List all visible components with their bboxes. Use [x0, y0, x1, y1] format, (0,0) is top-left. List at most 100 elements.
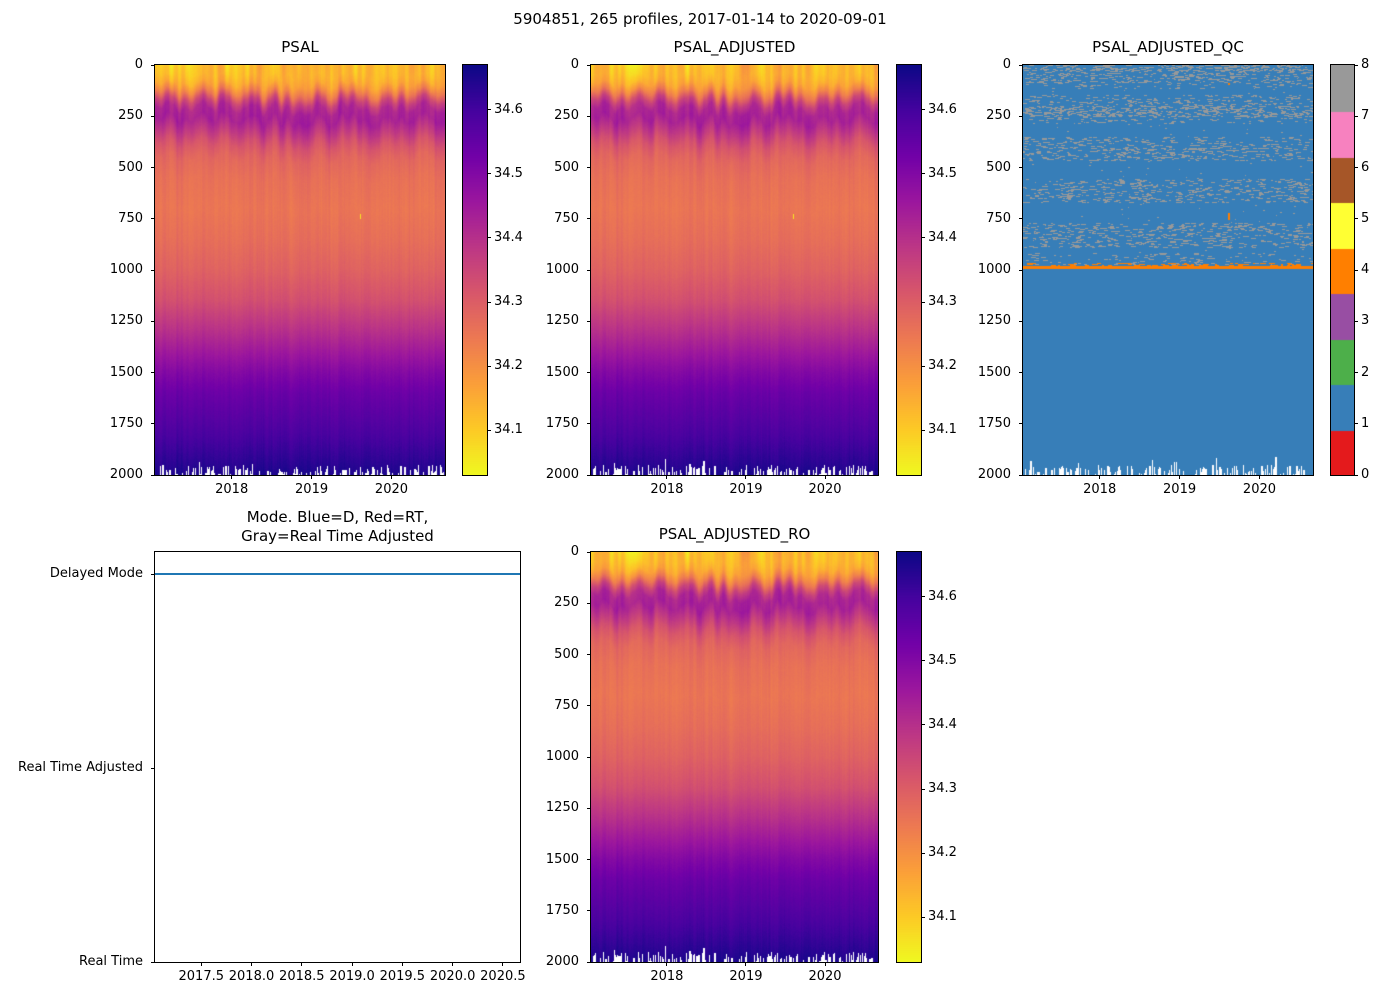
x-axis-tick-mark	[745, 475, 747, 479]
x-axis-tick-mark	[452, 962, 454, 966]
colorbar-tick-mark	[921, 109, 925, 111]
colorbar-qc	[1330, 64, 1355, 476]
psal-heatmap-canvas	[155, 65, 445, 475]
y-axis-tick-label: 1750	[545, 415, 579, 431]
x-axis-tick-label: 2018	[650, 969, 684, 984]
x-axis-tick-mark	[200, 962, 202, 966]
y-axis-tick-mark	[587, 423, 591, 425]
y-axis-tick-mark	[151, 474, 155, 476]
x-axis-tick-mark	[351, 962, 353, 966]
x-axis-tick-mark	[666, 962, 668, 966]
colorbar-tick-mark	[921, 237, 925, 239]
y-axis-tick-mark	[587, 372, 591, 373]
colorbar-tick-mark	[921, 429, 925, 431]
y-axis-tick-mark	[1019, 167, 1023, 168]
colorbar-tick-label: 8	[1361, 57, 1370, 72]
colorbar-tick-mark	[921, 852, 925, 854]
x-axis-tick-label: 2018	[650, 482, 684, 497]
y-axis-tick-label: 0	[1002, 57, 1011, 72]
y-axis-tick-mark	[587, 961, 591, 963]
x-axis-tick-mark	[401, 962, 403, 966]
colorbar-tick-label: 34.6	[928, 101, 957, 117]
colorbar-tick-mark	[487, 109, 491, 111]
y-axis-tick-label: 250	[986, 108, 1011, 124]
x-axis-tick-label: 2019	[1163, 482, 1197, 497]
y-axis-tick-label: 500	[986, 159, 1011, 175]
colorbar-tick-label: 34.4	[494, 229, 523, 245]
y-axis-tick-label: 1750	[545, 902, 579, 918]
x-axis-tick-label: 2020	[1242, 482, 1277, 497]
axes-mode	[154, 551, 521, 963]
psal-adjusted-heatmap-canvas	[591, 65, 878, 475]
y-axis-tick-label: 2000	[545, 954, 579, 969]
colorbar-tick-mark	[921, 596, 925, 598]
colorbar-tick-label: 6	[1361, 159, 1370, 175]
y-axis-tick-label: 1250	[545, 800, 579, 816]
y-axis-tick-label: 1750	[109, 415, 143, 431]
colorbar-ro	[896, 551, 922, 963]
colorbar-tick-mark	[921, 301, 925, 303]
y-axis-tick-label: 1250	[545, 313, 579, 329]
x-axis-tick-label: 2018.0	[228, 969, 275, 984]
colorbar-tick-label: 34.1	[928, 422, 957, 438]
colorbar-tick-mark	[1354, 320, 1358, 322]
y-axis-tick-mark	[151, 218, 155, 220]
x-axis-tick-mark	[745, 962, 747, 966]
y-axis-tick-mark	[587, 859, 591, 860]
x-axis-tick-label: 2019	[729, 482, 763, 497]
y-axis-tick-label: 2000	[545, 467, 579, 482]
y-axis-tick-mark	[151, 167, 155, 168]
y-axis-tick-label: 750	[986, 210, 1011, 226]
colorbar-tick-mark	[487, 429, 491, 431]
y-axis-tick-mark	[151, 269, 155, 271]
colorbar-tick-label: 2	[1361, 364, 1370, 380]
x-axis-tick-label: 2019.0	[329, 969, 375, 984]
colorbar-tick-mark	[1354, 474, 1358, 476]
panel-title-psal-adjusted-ro: PSAL_ADJUSTED_RO	[658, 525, 811, 543]
y-axis-tick-label: 0	[570, 544, 579, 559]
x-axis-tick-label: 2020.5	[480, 969, 526, 984]
y-axis-tick-label: 1500	[545, 364, 579, 380]
colorbar-tick-label: 34.4	[928, 229, 957, 245]
y-axis-tick-mark	[587, 910, 591, 912]
y-axis-tick-label: 750	[554, 210, 579, 226]
colorbar-tick-label: 34.5	[494, 165, 523, 181]
colorbar-tick-label: 7	[1361, 108, 1370, 124]
x-axis-tick-mark	[1258, 475, 1260, 479]
x-axis-tick-mark	[502, 962, 504, 966]
colorbar-tick-mark	[921, 724, 925, 726]
x-axis-tick-mark	[1179, 475, 1181, 479]
x-axis-tick-mark	[666, 475, 668, 479]
colorbar-tick-label: 34.5	[928, 165, 957, 181]
y-axis-tick-label: 1500	[545, 851, 579, 867]
y-axis-tick-mark	[1019, 218, 1023, 220]
colorbar-tick-label: 34.3	[928, 294, 957, 310]
y-axis-tick-mark	[151, 320, 155, 322]
colorbar-tick-label: 34.6	[494, 101, 523, 117]
colorbar-tick-label: 3	[1361, 313, 1370, 329]
colorbar-psal	[462, 64, 488, 476]
colorbar-tick-mark	[487, 301, 491, 303]
y-axis-tick-mark	[587, 167, 591, 168]
x-axis-tick-mark	[231, 475, 233, 479]
colorbar-tick-mark	[921, 788, 925, 790]
y-axis-tick-mark	[1019, 320, 1023, 322]
mode-y-tick-label: Real Time Adjusted	[18, 760, 143, 776]
y-axis-tick-label: 1250	[109, 313, 143, 329]
x-axis-tick-mark	[251, 962, 253, 966]
colorbar-tick-label: 34.6	[928, 588, 957, 604]
y-axis-tick-mark	[587, 474, 591, 476]
x-axis-tick-mark	[1099, 475, 1101, 479]
colorbar-psal-adjusted	[896, 64, 922, 476]
y-axis-tick-label: 1000	[545, 262, 579, 277]
qc-colorbar-canvas	[1331, 65, 1354, 475]
colorbar-tick-mark	[487, 365, 491, 367]
colorbar-tick-label: 34.2	[928, 358, 957, 374]
y-axis-tick-label: 250	[554, 595, 579, 611]
panel-title-psal: PSAL	[281, 38, 319, 56]
y-axis-tick-mark	[151, 372, 155, 373]
axes-psal-adjusted-qc	[1022, 64, 1314, 476]
y-axis-tick-mark	[587, 807, 591, 809]
colorbar-tick-mark	[1354, 372, 1358, 373]
